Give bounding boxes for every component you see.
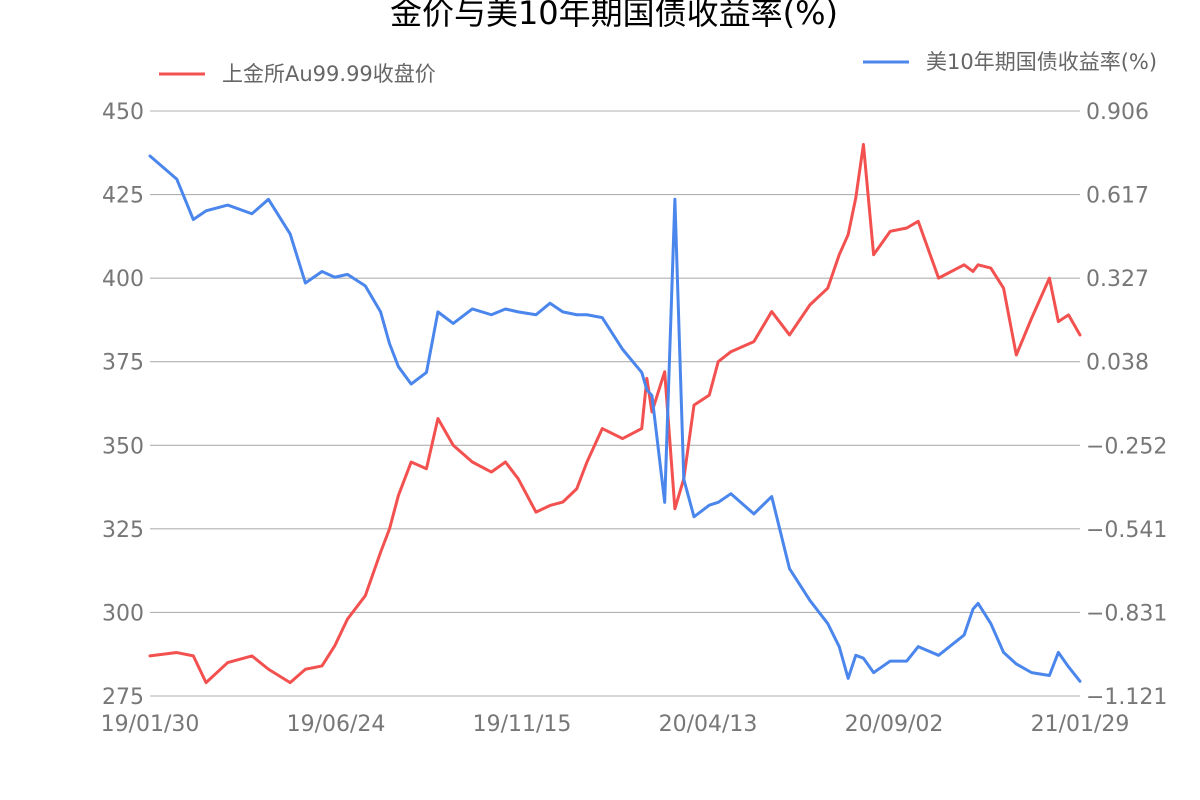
series-layer <box>148 142 1082 685</box>
left-axis-tick-label: 350 <box>102 434 144 459</box>
right-axis-tick-label: −1.121 <box>1086 685 1167 710</box>
x-axis-tick-label: 20/04/13 <box>659 712 758 737</box>
grid-layer <box>150 110 1080 697</box>
left-axis-tick-label: 300 <box>102 601 144 626</box>
left-axis-tick-label: 450 <box>102 100 144 125</box>
right-axis-tick-label: −0.831 <box>1086 601 1167 626</box>
legend-left: 上金所Au99.99收盘价 <box>159 62 436 86</box>
treasury-yield-line <box>148 154 1082 683</box>
legend-label-yield: 美10年期国债收益率(%) <box>926 50 1157 74</box>
right-axis-tick-label: 0.327 <box>1086 267 1149 292</box>
x-axis-tick-label: 19/01/30 <box>101 712 200 737</box>
x-axis: 19/01/30 19/06/24 19/11/15 20/04/13 20/09/02… <box>101 712 1130 737</box>
right-axis-tick-label: 0.906 <box>1086 100 1149 125</box>
left-axis-tick-label: 375 <box>102 351 144 376</box>
left-axis-tick-label: 275 <box>102 685 144 710</box>
right-axis-tick-label: 0.038 <box>1086 351 1149 376</box>
right-axis-tick-label: 0.617 <box>1086 184 1149 209</box>
chart-title: 金价与美10年期国债收益率(%) <box>390 0 838 32</box>
x-axis-tick-label: 21/01/29 <box>1031 712 1130 737</box>
x-axis-tick-label: 19/06/24 <box>287 712 386 737</box>
left-axis-tick-label: 325 <box>102 518 144 543</box>
left-axis-tick-label: 400 <box>102 267 144 292</box>
gold-price-line <box>148 142 1082 685</box>
right-axis-tick-label: −0.541 <box>1086 518 1167 543</box>
legend-right: 美10年期国债收益率(%) <box>863 50 1157 74</box>
right-axis-tick-label: −0.252 <box>1086 434 1167 459</box>
x-axis-tick-label: 20/09/02 <box>845 712 944 737</box>
x-axis-tick-label: 19/11/15 <box>473 712 572 737</box>
left-axis-tick-label: 425 <box>102 184 144 209</box>
legend-label-gold: 上金所Au99.99收盘价 <box>222 62 436 86</box>
left-axis: 450 425 400 375 350 325 300 275 <box>102 100 144 710</box>
right-axis: 0.906 0.617 0.327 0.038 −0.252 −0.541 −0.831 −1… <box>1086 100 1167 710</box>
